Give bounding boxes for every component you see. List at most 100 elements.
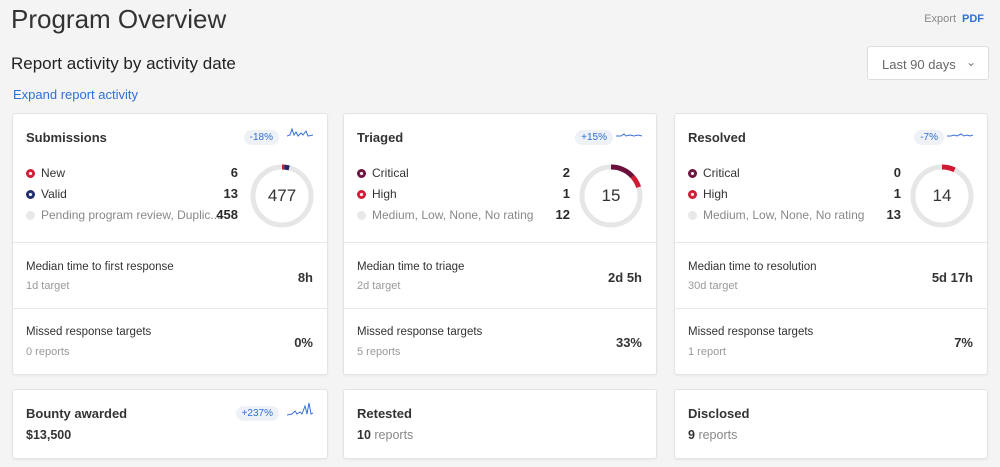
trend-badge: -7%: [914, 130, 944, 145]
legend-count: 458: [216, 207, 238, 222]
card-retested: Retested 10 reports: [343, 389, 657, 459]
legend-count: 1: [893, 186, 901, 201]
legend-row: Medium, Low, None, No rating: [357, 208, 533, 222]
metric-sub: 1 report: [688, 346, 726, 358]
card-title: Bounty awarded: [26, 406, 128, 421]
section-subtitle: Report activity by activity date: [11, 54, 236, 73]
sparkline-icon: [947, 133, 973, 137]
donut-total: 15: [601, 186, 621, 205]
legend-dot-icon: [688, 189, 697, 199]
legend-row: Critical: [688, 166, 740, 180]
legend-row: New: [26, 166, 65, 180]
legend-count: 13: [223, 186, 238, 201]
page-title: Program Overview: [11, 4, 227, 34]
metric-label: Missed response targets: [357, 326, 483, 338]
donut-chart: [250, 164, 314, 228]
legend-row: Critical: [357, 166, 409, 180]
metric-value: 33%: [615, 335, 642, 350]
sparkline-icon: [287, 127, 313, 137]
legend-dot-icon: [357, 168, 366, 178]
donut-segment: [579, 164, 643, 228]
legend-dot-icon: [357, 210, 366, 220]
date-range-value: Last 90 days: [882, 57, 956, 72]
metric-label: Missed response targets: [26, 326, 152, 338]
legend-count: 13: [886, 207, 901, 222]
metric-sub: 2d target: [357, 280, 401, 292]
date-range-select[interactable]: Last 90 days ⌄: [867, 46, 989, 80]
card-value: $13,500: [26, 428, 71, 442]
legend-row: Medium, Low, None, No rating: [688, 208, 864, 222]
card-title: Triaged: [357, 130, 404, 145]
legend-label: High: [703, 187, 728, 201]
legend-label: Medium, Low, None, No rating: [703, 208, 865, 222]
card-bounty-awarded: Bounty awarded $13,500 +237%: [12, 389, 328, 459]
chevron-down-icon: ⌄: [965, 55, 976, 69]
metric-value: 7%: [954, 335, 973, 350]
donut-total: 477: [267, 186, 297, 205]
legend-count: 0: [893, 165, 901, 180]
card-disclosed: Disclosed 9 reports: [674, 389, 988, 459]
card-title: Retested: [357, 406, 412, 421]
metric-value: 2d 5h: [608, 270, 642, 285]
divider: [13, 308, 327, 309]
legend-label: Critical: [372, 166, 409, 180]
metric-value: 5d 17h: [931, 270, 973, 285]
metric-label: Median time to first response: [26, 261, 174, 273]
divider: [344, 308, 656, 309]
legend-count: 1: [562, 186, 570, 201]
card-title: Submissions: [26, 130, 107, 145]
card-value: 9 reports: [688, 428, 737, 442]
value-number: 9: [688, 428, 695, 442]
legend-label: Pending program review, Duplic...: [41, 208, 221, 222]
value-number: $13,500: [26, 428, 72, 442]
card-title: Disclosed: [688, 406, 750, 421]
card-resolved: Resolved -7% Critical 0 High 1 Medium, L…: [674, 113, 988, 375]
sparkline-icon: [616, 133, 642, 137]
legend-dot-icon: [357, 189, 366, 199]
divider: [344, 242, 656, 243]
trend-badge: +15%: [575, 130, 613, 145]
legend-dot-icon: [688, 168, 697, 178]
donut-chart: [910, 164, 974, 228]
legend-dot-icon: [26, 168, 35, 178]
pdf-link[interactable]: PDF: [962, 13, 984, 25]
legend-label: New: [41, 166, 66, 180]
value-unit: reports: [698, 428, 738, 442]
legend-label: Critical: [703, 166, 740, 180]
legend-count: 2: [562, 165, 570, 180]
donut-segment: [250, 164, 314, 228]
donut-segment: [910, 164, 974, 228]
export-label: Export: [924, 13, 956, 25]
legend-row: Pending program review, Duplic...: [26, 208, 220, 222]
legend-label: High: [372, 187, 397, 201]
value-unit: reports: [374, 428, 414, 442]
card-value: 10 reports: [357, 428, 413, 442]
legend-row: High: [357, 187, 397, 201]
metric-value: 8h: [297, 270, 313, 285]
divider: [13, 242, 327, 243]
metric-value: 0%: [294, 335, 313, 350]
value-number: 10: [357, 428, 371, 442]
metric-label: Missed response targets: [688, 326, 814, 338]
divider: [675, 242, 987, 243]
donut-chart: [579, 164, 643, 228]
legend-row: Valid: [26, 187, 67, 201]
legend-label: Valid: [41, 187, 67, 201]
legend-row: High: [688, 187, 728, 201]
legend-dot-icon: [26, 210, 35, 220]
metric-label: Median time to triage: [357, 261, 465, 273]
metric-sub: 1d target: [26, 280, 70, 292]
trend-badge: +237%: [235, 406, 279, 421]
export-links: Export PDF: [924, 13, 984, 25]
divider: [675, 308, 987, 309]
donut-total: 14: [932, 186, 952, 205]
legend-count: 12: [555, 207, 570, 222]
trend-badge: -18%: [243, 130, 279, 145]
metric-label: Median time to resolution: [688, 261, 817, 273]
sparkline-icon: [287, 402, 313, 416]
legend-count: 6: [230, 165, 238, 180]
card-submissions: Submissions -18% New 6 Valid 13 Pending …: [12, 113, 328, 375]
legend-dot-icon: [26, 189, 35, 199]
expand-report-activity-link[interactable]: Expand report activity: [13, 87, 139, 102]
card-title: Resolved: [688, 130, 746, 145]
